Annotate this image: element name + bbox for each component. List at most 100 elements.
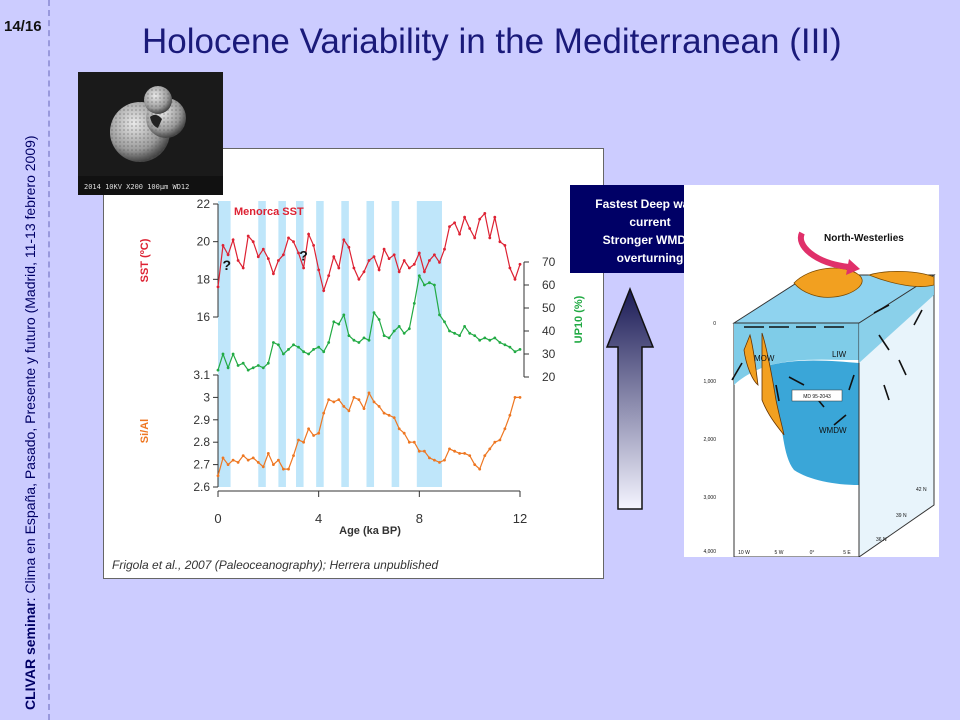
up10-tick-label-4: 30 <box>542 347 556 361</box>
sst-point <box>282 253 285 257</box>
siai-point <box>417 449 421 453</box>
x-tick-label-3: 12 <box>513 511 527 526</box>
foraminifera-photo: 2014 10KV X200 100µm WD12 <box>78 72 223 195</box>
siai-point <box>297 438 300 442</box>
up10-point <box>292 343 295 347</box>
up10-tick-label-0: 70 <box>542 255 556 269</box>
siai-point <box>438 461 441 464</box>
shaded-band-2 <box>278 201 286 487</box>
sst-point <box>387 257 391 260</box>
siai-point <box>412 440 416 444</box>
sst-point <box>342 238 346 242</box>
foram-scale-text: 2014 10KV X200 100µm WD12 <box>84 183 190 191</box>
siai-point <box>372 400 376 404</box>
sst-point <box>503 244 507 247</box>
depth-label-1: 1,000 <box>703 379 716 385</box>
up10-point <box>473 334 477 337</box>
sst-point <box>357 277 361 281</box>
siai-point <box>292 454 295 457</box>
siai-point <box>503 427 507 431</box>
up10-point <box>277 343 280 347</box>
siai-point <box>236 461 240 464</box>
shaded-band-5 <box>341 201 349 487</box>
sst-point <box>302 266 305 270</box>
siai-point <box>287 467 290 471</box>
sst-point <box>367 259 371 262</box>
siai-point <box>498 438 502 442</box>
up10-tick-label-1: 60 <box>542 278 556 292</box>
siai-point <box>473 463 477 466</box>
up10-point <box>342 313 346 317</box>
depth-label-3: 3,000 <box>703 495 716 501</box>
sst-point <box>231 238 235 242</box>
sst-point <box>261 247 265 251</box>
siai-point <box>221 456 225 460</box>
up10-point <box>423 283 426 287</box>
up10-point <box>307 352 310 356</box>
label-mow: MOW <box>754 354 775 363</box>
up10-point <box>453 331 456 335</box>
up10-point <box>417 274 421 278</box>
up10-point <box>513 350 517 354</box>
sst-point <box>428 259 431 262</box>
siai-point <box>357 398 361 401</box>
shaded-band-8 <box>416 201 442 487</box>
siai-point <box>302 440 305 444</box>
sst-point <box>372 255 376 259</box>
siai-point <box>352 396 356 399</box>
up10-point <box>357 341 361 344</box>
siai-tick-label-0: 3.1 <box>193 368 210 382</box>
diagram-land <box>793 267 863 298</box>
siai-point <box>458 452 461 455</box>
siai-tick-label-4: 2.7 <box>193 458 210 472</box>
citation: Frigola et al., 2007 (Paleoceanography);… <box>112 558 439 572</box>
sst-tick-label-0: 22 <box>197 197 211 211</box>
sst-point <box>397 270 401 274</box>
siai-point <box>266 452 270 455</box>
siai-point <box>342 405 346 408</box>
up10-point <box>443 320 446 324</box>
siai-point <box>307 427 310 431</box>
up10-point <box>402 331 406 335</box>
siai-point <box>226 463 230 466</box>
up10-point <box>478 338 482 342</box>
up10-point <box>282 352 285 356</box>
sst-point <box>322 289 326 292</box>
up10-point <box>428 281 431 285</box>
sst-point <box>498 240 502 244</box>
lat-label-2: 36 N <box>876 537 887 543</box>
sst-point <box>377 268 381 272</box>
siai-point <box>392 416 396 419</box>
siai-point <box>277 458 280 462</box>
sst-point <box>216 285 220 289</box>
slide-title: Holocene Variability in the Mediterranea… <box>142 22 842 61</box>
sst-point <box>493 215 497 219</box>
core-label-box <box>791 389 843 402</box>
sst-tick-label-3: 16 <box>197 310 211 324</box>
sst-point <box>443 247 446 251</box>
x-tick-label-0: 0 <box>214 511 221 526</box>
diagram-ridge-2 <box>743 333 759 386</box>
sst-point <box>226 253 230 257</box>
siai-point <box>231 458 235 462</box>
up10-point <box>412 302 416 305</box>
depth-label-2: 2,000 <box>703 437 716 443</box>
sidebar: 14/16 CLIVAR seminar: Clima en España, P… <box>0 0 50 720</box>
shaded-band-1 <box>258 201 266 487</box>
siai-point <box>332 400 336 404</box>
shaded-bands <box>218 201 442 487</box>
sst-tick-label-1: 20 <box>197 235 211 249</box>
up10-point <box>216 368 220 372</box>
siai-point <box>407 440 411 444</box>
diagram-side-face <box>858 274 935 558</box>
shaded-band-6 <box>366 201 375 487</box>
siai-point <box>468 454 472 457</box>
up10-point <box>266 361 270 365</box>
lat-label-1: 39 N <box>896 513 907 519</box>
siai-point <box>347 409 351 413</box>
label-liw: LIW <box>832 350 847 359</box>
chart-axes <box>213 203 529 497</box>
up10-tick-label-5: 20 <box>542 370 556 384</box>
up10-point <box>508 345 512 349</box>
